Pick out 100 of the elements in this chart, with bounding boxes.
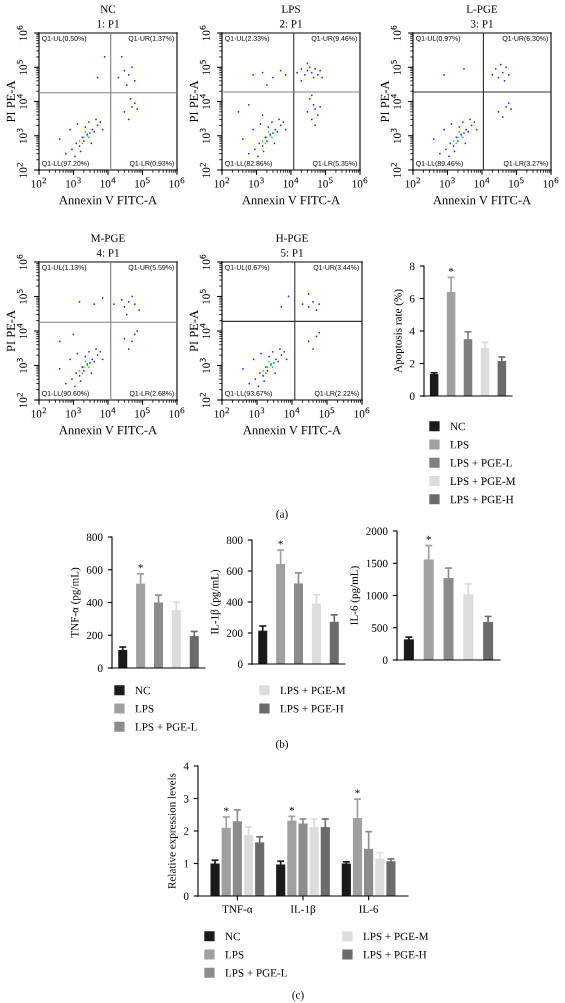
y-tick-label: 6 [409, 295, 415, 303]
x-tick-label: 10$^{6}$ [354, 407, 370, 418]
x-tick-label: 10$^{4}$ [283, 177, 299, 188]
x-tick-label: 10$^{2}$ [214, 177, 230, 188]
y-axis-title: PI PE-A [6, 80, 15, 123]
y-tick-label: 1500 [366, 559, 388, 568]
y-tick-label: 0 [382, 656, 388, 664]
chart-subtitle: 4: P1 [96, 249, 119, 257]
y-tick-label: 200 [86, 631, 103, 640]
chart-title: L-PGE [466, 5, 498, 13]
x-tick-label: 10$^{6}$ [352, 177, 368, 188]
legend-label: LPS + PGE-L [135, 723, 197, 731]
x-tick-label: 10$^{2}$ [31, 407, 47, 418]
data-label: * [223, 807, 229, 812]
y-axis-title: IL-6 (pg/mL) [350, 566, 361, 625]
y-tick-label: 8 [409, 262, 415, 270]
x-tick-label: TNF-α [222, 905, 253, 913]
y-tick-label: 10$^{4}$ [16, 94, 27, 109]
x-tick-label: 10$^{5}$ [318, 177, 333, 188]
y-tick-label: 10$^{4}$ [16, 323, 27, 339]
y-axis-title: PI PE-A [6, 310, 15, 352]
y-tick-label: 200 [226, 629, 243, 637]
chart-subtitle: 2: P1 [279, 20, 302, 28]
y-tick-label: 10$^{3}$ [199, 358, 210, 373]
data-label: * [426, 535, 431, 540]
legend-label: LPS + PGE-L [225, 969, 287, 977]
chart-title: H-PGE [275, 234, 308, 242]
x-tick-label: 10$^{3}$ [440, 177, 455, 188]
x-tick-label: 10$^{3}$ [66, 407, 81, 418]
x-tick-label: 10$^{5}$ [135, 407, 150, 418]
x-tick-label: 10$^{2}$ [31, 177, 47, 188]
y-tick-label: 2 [183, 827, 189, 835]
y-tick-label: 400 [86, 598, 103, 607]
y-tick-label: 0 [183, 892, 189, 900]
y-axis-title: Relative expression levels [167, 773, 178, 889]
y-tick-label: 10$^{6}$ [390, 25, 401, 41]
y-tick-label: 10$^{3}$ [199, 128, 210, 144]
y-tick-label: 4 [409, 327, 415, 335]
legend-label: LPS + PGE-M [363, 932, 429, 941]
data-label: * [138, 564, 143, 569]
y-tick-label: 10$^{5}$ [199, 289, 210, 304]
data-label: * [355, 789, 360, 794]
y-tick-label: 10$^{2}$ [199, 162, 210, 178]
y-tick-label: 10$^{5}$ [16, 289, 27, 304]
y-tick-label: 1 [184, 860, 189, 868]
y-axis-title: IL-1β (pg/mL) [210, 569, 221, 635]
legend-label: LPS + PGE-H [363, 951, 427, 959]
y-tick-label: 10$^{6}$ [16, 25, 27, 41]
y-tick-label: 10$^{3}$ [16, 358, 27, 373]
y-tick-label: 3 [183, 795, 189, 803]
y-tick-label: 4 [183, 762, 189, 770]
y-tick-label: 500 [371, 624, 388, 632]
x-tick-label: 10$^{5}$ [135, 177, 150, 188]
data-label: * [448, 267, 454, 272]
x-tick-label: 10$^{4}$ [474, 177, 490, 188]
legend-label: LPS [450, 441, 469, 449]
y-tick-label: 2 [409, 360, 415, 368]
x-tick-label: IL-6 [359, 905, 379, 913]
y-tick-label: 10$^{4}$ [199, 323, 210, 339]
y-tick-label: 1000 [366, 591, 388, 600]
x-tick-label: 10$^{4}$ [284, 407, 300, 418]
x-tick-label: 10$^{3}$ [66, 177, 81, 188]
x-tick-label: 10$^{3}$ [249, 407, 265, 418]
legend-label: LPS + PGE-M [450, 477, 516, 485]
y-tick-label: 10$^{5}$ [390, 60, 401, 75]
y-tick-label: 10$^{4}$ [390, 94, 401, 109]
legend-label: LPS [225, 951, 244, 959]
legend-label: NC [135, 686, 150, 695]
text: (c) [292, 990, 304, 1002]
y-axis-title: PI PE-A [189, 310, 198, 352]
y-tick-label: 800 [86, 533, 103, 541]
text: (a) [276, 509, 288, 521]
legend-label: LPS + PGE-H [450, 495, 514, 504]
x-tick-label: 10$^{3}$ [249, 177, 264, 188]
x-tick-label: 10$^{6}$ [543, 177, 559, 188]
y-tick-label: 0 [97, 664, 103, 672]
data-label: * [278, 540, 283, 545]
legend-label: LPS + PGE-H [280, 705, 344, 713]
x-axis-title: Annexin V FITC-A [59, 195, 157, 205]
x-tick-label: 10$^{5}$ [509, 177, 524, 188]
text: (b) [276, 739, 288, 751]
y-tick-label: 10$^{2}$ [390, 162, 401, 178]
y-tick-label: 10$^{6}$ [199, 254, 210, 270]
x-axis-title: Annexin V FITC-A [433, 195, 531, 205]
y-tick-label: 800 [226, 536, 243, 544]
y-tick-label: 10$^{4}$ [199, 94, 210, 109]
data-label: * [289, 806, 295, 811]
x-axis-title: Annexin V FITC-A [59, 425, 157, 435]
y-axis-title: PI PE-A [380, 80, 389, 123]
chart-title: NC [100, 5, 116, 13]
chart-subtitle: 5: P1 [281, 249, 303, 257]
chart-subtitle: 3: P1 [470, 20, 493, 28]
chart-title: LPS [281, 5, 300, 13]
chart-subtitle: 1: P1 [97, 20, 119, 28]
y-tick-label: 0 [237, 660, 243, 668]
y-tick-label: 10$^{5}$ [16, 60, 27, 75]
y-tick-label: 10$^{6}$ [199, 25, 210, 41]
y-axis-title: TNF-α (pg/mL) [70, 567, 81, 638]
y-tick-label: 10$^{2}$ [16, 392, 27, 408]
y-tick-label: 600 [86, 566, 103, 574]
